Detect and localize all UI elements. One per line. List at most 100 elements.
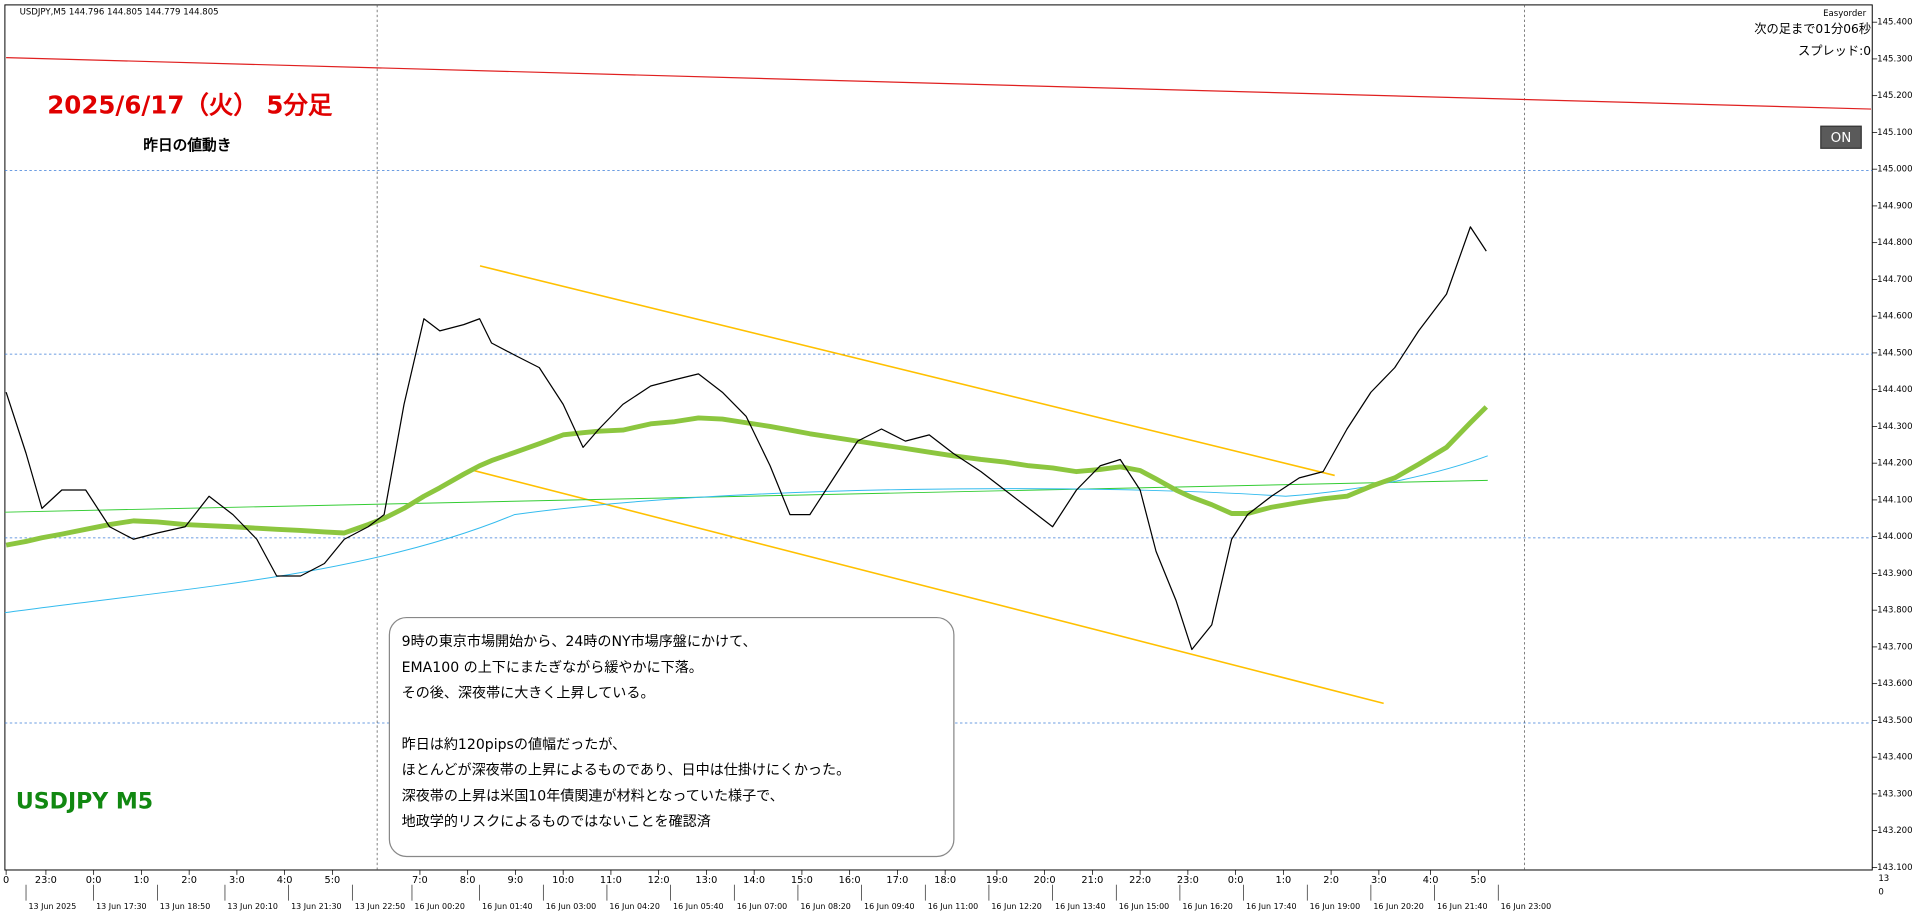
x-tick-label: 22:0 <box>1129 875 1151 886</box>
x-tick-label: 13:0 <box>695 875 717 886</box>
y-tick-label: 144.100 <box>1877 495 1912 505</box>
plot-frame <box>4 4 1873 871</box>
x-tick-label: 12:0 <box>648 875 670 886</box>
annotation-line: EMA100 の上下にまたぎながら緩やかに下落。 <box>402 660 703 676</box>
y-tick-label: 144.300 <box>1877 422 1912 432</box>
annotation-line: 深夜帯の上昇は米国10年債関連が材料となっていた様子で、 <box>402 788 784 804</box>
x-tick-label: 5:0 <box>325 875 341 886</box>
chart-title: 2025/6/17（火） 5分足 <box>47 91 333 120</box>
y-tick-label: 144.200 <box>1877 459 1912 469</box>
y-tick-label: 144.800 <box>1877 238 1912 248</box>
x-tick-label: 23:0 <box>35 875 57 886</box>
date-tick-label: 16 Jun 01:40 <box>482 902 533 911</box>
y-tick-label: 143.300 <box>1877 789 1912 799</box>
y-tick-label: 144.400 <box>1877 385 1912 395</box>
x-tick-label: 9:0 <box>508 875 524 886</box>
date-tick-label: 16 Jun 11:00 <box>928 902 979 911</box>
ema-line <box>4 455 1488 614</box>
date-tick-label: 16 Jun 15:00 <box>1119 902 1170 911</box>
x-tick-label: 15:0 <box>791 875 813 886</box>
date-tick-label: 16 Jun 09:40 <box>864 902 915 911</box>
y-tick-label: 145.100 <box>1877 128 1912 138</box>
date-tick-label: 13 Jun 17:30 <box>96 902 147 911</box>
date-tick-label: 16 Jun 19:00 <box>1310 902 1361 911</box>
annotation-line: その後、深夜帯に大きく上昇している。 <box>402 686 655 702</box>
y-tick-label: 145.200 <box>1877 91 1912 101</box>
x-tick-label: 0 <box>3 875 9 886</box>
y-tick-label: 144.500 <box>1877 348 1912 358</box>
annotation-box <box>388 616 955 858</box>
date-tick-label: 13 Jun 21:30 <box>291 902 342 911</box>
y-tick-label: 143.600 <box>1877 679 1912 689</box>
x-tick-label: 3:0 <box>1371 875 1387 886</box>
chart-subtitle: 昨日の値動き <box>143 136 231 154</box>
y-tick-label: 143.400 <box>1877 753 1912 763</box>
corner-label: 13 <box>1878 874 1889 884</box>
date-tick-label: 16 Jun 16:20 <box>1182 902 1233 911</box>
x-tick-label: 7:0 <box>412 875 428 886</box>
date-tick-label: 16 Jun 13:40 <box>1055 902 1106 911</box>
x-tick-label: 16:0 <box>839 875 861 886</box>
annotation-line: ほとんどが深夜帯の上昇によるものであり、日中は仕掛けにくかった。 <box>402 763 851 779</box>
annotation-line: 9時の東京市場開始から、24時のNY市場序盤にかけて、 <box>402 634 757 650</box>
next-bar-timer: 次の足まで01分06秒 <box>1754 22 1871 36</box>
y-tick-label: 144.700 <box>1877 275 1912 285</box>
x-tick-label: 4:0 <box>1423 875 1439 886</box>
date-tick-label: 13 Jun 18:50 <box>160 902 211 911</box>
x-tick-label: 14:0 <box>743 875 765 886</box>
y-tick-label: 145.000 <box>1877 165 1912 175</box>
y-tick-label: 143.700 <box>1877 642 1912 652</box>
corner-label: 0 <box>1878 888 1883 898</box>
toggle-button[interactable] <box>1820 125 1862 149</box>
date-tick-label: 16 Jun 08:20 <box>800 902 851 911</box>
y-tick-label: 143.900 <box>1877 569 1912 579</box>
date-tick-label: 16 Jun 12:20 <box>991 902 1042 911</box>
annotation-line: 地政学的リスクによるものではないことを確認済 <box>402 814 711 830</box>
x-tick-label: 21:0 <box>1081 875 1103 886</box>
y-tick-label: 143.100 <box>1877 863 1912 873</box>
y-tick-label: 143.200 <box>1877 826 1912 836</box>
toggle-label[interactable]: ON <box>1831 130 1852 146</box>
date-tick-label: 13 Jun 20:10 <box>227 902 278 911</box>
date-tick-label: 16 Jun 23:00 <box>1501 902 1552 911</box>
trend-line <box>6 56 1872 110</box>
x-tick-label: 5:0 <box>1470 875 1486 886</box>
y-tick-label: 144.600 <box>1877 312 1912 322</box>
date-tick-label: 16 Jun 17:40 <box>1246 902 1297 911</box>
date-tick-label: 16 Jun 00:20 <box>414 902 465 911</box>
x-tick-label: 18:0 <box>934 875 956 886</box>
x-tick-label: 19:0 <box>986 875 1008 886</box>
x-tick-label: 23:0 <box>1177 875 1199 886</box>
annotation-text: 9時の東京市場開始から、24時のNY市場序盤にかけて、 EMA100 の上下にまた… <box>402 634 851 830</box>
channel-line <box>468 468 1384 705</box>
x-tick-label: 1:0 <box>134 875 150 886</box>
channel-line <box>479 265 1335 477</box>
y-tick-label: 145.300 <box>1877 54 1912 64</box>
x-tick-label: 10:0 <box>552 875 574 886</box>
x-tick-label: 4:0 <box>277 875 293 886</box>
tool-name: Easyorder <box>1823 9 1866 19</box>
ema-line <box>4 479 1488 513</box>
date-tick-label: 16 Jun 03:00 <box>546 902 597 911</box>
date-tick-label: 16 Jun 05:40 <box>673 902 724 911</box>
symbol-info: USDJPY,M5 144.796 144.805 144.779 144.80… <box>20 8 219 18</box>
y-tick-label: 143.500 <box>1877 716 1912 726</box>
series-line <box>5 405 1489 548</box>
x-tick-label: 20:0 <box>1034 875 1056 886</box>
y-tick-label: 145.400 <box>1877 18 1912 28</box>
x-tick-label: 2:0 <box>181 875 197 886</box>
annotation-line: 昨日は約120pipsの値幅だったが、 <box>402 737 627 753</box>
series-line <box>5 226 1487 651</box>
date-tick-label: 13 Jun 2025 <box>28 902 76 911</box>
x-tick-label: 1:0 <box>1275 875 1291 886</box>
date-tick-label: 13 Jun 22:50 <box>355 902 406 911</box>
y-tick-label: 144.000 <box>1877 532 1912 542</box>
date-tick-label: 16 Jun 21:40 <box>1437 902 1488 911</box>
x-tick-label: 0:0 <box>1228 875 1244 886</box>
x-tick-label: 2:0 <box>1323 875 1339 886</box>
x-tick-label: 0:0 <box>86 875 102 886</box>
date-tick-label: 16 Jun 04:20 <box>609 902 660 911</box>
